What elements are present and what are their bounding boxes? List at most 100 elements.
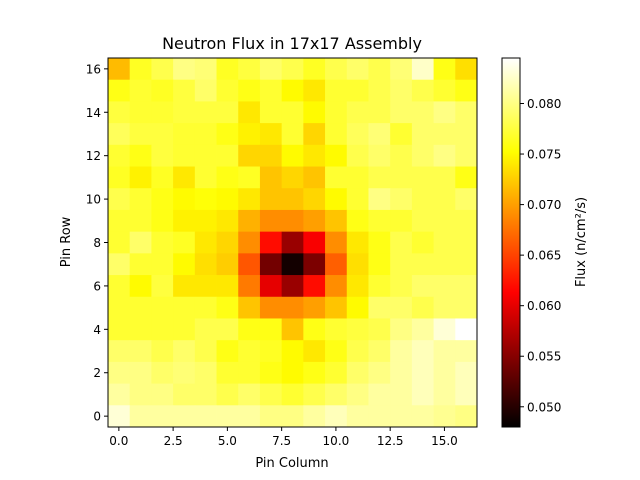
heatmap-cell bbox=[455, 253, 478, 276]
heatmap-cell bbox=[151, 123, 174, 146]
heatmap-cell bbox=[368, 79, 391, 102]
heatmap-cell bbox=[259, 340, 283, 363]
heatmap-cell bbox=[433, 58, 456, 81]
heatmap-cell bbox=[390, 101, 413, 124]
heatmap-cell bbox=[455, 144, 478, 167]
heatmap-cell bbox=[390, 79, 413, 102]
heatmap-cell bbox=[303, 166, 326, 189]
heatmap-cell bbox=[411, 405, 434, 428]
heatmap-cell bbox=[238, 296, 261, 319]
heatmap-cell bbox=[238, 79, 261, 102]
heatmap-cell bbox=[433, 253, 456, 276]
heatmap-cell bbox=[194, 166, 217, 189]
chart-title: Neutron Flux in 17x17 Assembly bbox=[162, 34, 422, 53]
heatmap-cell bbox=[151, 383, 174, 406]
heatmap-cell bbox=[216, 58, 239, 81]
heatmap-cell bbox=[433, 209, 456, 233]
y-tick-label: 6 bbox=[93, 279, 101, 293]
heatmap-cell bbox=[151, 144, 174, 167]
heatmap-cell bbox=[281, 188, 304, 211]
heatmap-cell bbox=[216, 383, 239, 406]
heatmap-cell bbox=[346, 275, 369, 298]
heatmap-cell bbox=[390, 275, 413, 298]
heatmap-cell bbox=[194, 58, 217, 81]
heatmap-cell bbox=[151, 166, 174, 189]
colorbar-tick-label: 0.050 bbox=[527, 400, 561, 414]
heatmap-cell bbox=[390, 144, 413, 167]
heatmap-cell bbox=[173, 361, 196, 384]
heatmap-cell bbox=[433, 361, 456, 384]
colorbar-tick-label: 0.060 bbox=[527, 299, 561, 313]
heatmap-cell bbox=[129, 144, 152, 167]
heatmap-cell bbox=[194, 144, 217, 167]
heatmap-cell bbox=[281, 361, 304, 384]
heatmap-cell bbox=[346, 340, 369, 363]
heatmap-cell bbox=[325, 296, 348, 319]
heatmap-cell bbox=[346, 188, 369, 211]
heatmap-cell bbox=[346, 318, 369, 341]
heatmap-cell bbox=[238, 275, 261, 298]
heatmap-cell bbox=[194, 296, 217, 319]
heatmap-cell bbox=[411, 383, 434, 406]
heatmap-cell bbox=[238, 166, 261, 189]
heatmap-cell bbox=[194, 340, 217, 363]
heatmap-cell bbox=[151, 361, 174, 384]
heatmap-cell bbox=[151, 340, 174, 363]
heatmap-cell bbox=[194, 275, 217, 298]
heatmap-cell bbox=[411, 79, 434, 102]
heatmap-cell bbox=[151, 101, 174, 124]
heatmap-cell bbox=[129, 101, 152, 124]
x-tick-label: 12.5 bbox=[377, 434, 404, 448]
heatmap-cell bbox=[216, 144, 239, 167]
heatmap-cell bbox=[216, 188, 239, 211]
colorbar-tick-label: 0.065 bbox=[527, 249, 561, 263]
x-tick-label: 0.0 bbox=[109, 434, 128, 448]
heatmap-cell bbox=[108, 166, 131, 189]
heatmap-cell bbox=[433, 101, 456, 124]
y-tick-label: 0 bbox=[93, 410, 101, 424]
heatmap-cell bbox=[433, 79, 456, 102]
heatmap-cell bbox=[129, 383, 152, 406]
heatmap-cell bbox=[151, 275, 174, 298]
heatmap-cell bbox=[216, 340, 239, 363]
y-tick-label: 8 bbox=[93, 236, 101, 250]
heatmap-cell bbox=[455, 318, 478, 341]
heatmap-cell bbox=[368, 123, 391, 146]
y-axis-label: Pin Row bbox=[59, 216, 74, 267]
heatmap-cell bbox=[259, 405, 283, 428]
heatmap-cell bbox=[216, 296, 239, 319]
heatmap-cell bbox=[346, 144, 369, 167]
heatmap-cell bbox=[216, 101, 239, 124]
heatmap-cell bbox=[259, 383, 283, 406]
heatmap-cell bbox=[281, 166, 304, 189]
heatmap-cell bbox=[194, 253, 217, 276]
colorbar-tick-label: 0.075 bbox=[527, 148, 561, 162]
heatmap-cell bbox=[108, 318, 131, 341]
heatmap-cell bbox=[259, 79, 283, 102]
heatmap-cell bbox=[151, 318, 174, 341]
heatmap-cell bbox=[390, 405, 413, 428]
heatmap-cell bbox=[173, 253, 196, 276]
heatmap-cell bbox=[281, 340, 304, 363]
heatmap-cell bbox=[325, 253, 348, 276]
heatmap-cell bbox=[173, 405, 196, 428]
heatmap-cell bbox=[173, 231, 196, 254]
heatmap-cell bbox=[325, 383, 348, 406]
heatmap-cell bbox=[129, 188, 152, 211]
heatmap-cell bbox=[238, 58, 261, 81]
heatmap-cell bbox=[346, 79, 369, 102]
heatmap-cell bbox=[325, 361, 348, 384]
heatmap-cell bbox=[433, 340, 456, 363]
heatmap-cell bbox=[411, 361, 434, 384]
heatmap-cell bbox=[325, 58, 348, 81]
heatmap-cell bbox=[368, 405, 391, 428]
heatmap-cell bbox=[259, 166, 283, 189]
heatmap-cell bbox=[303, 340, 326, 363]
heatmap-cell bbox=[238, 231, 261, 254]
heatmap-cell bbox=[303, 318, 326, 341]
heatmap-cell bbox=[238, 405, 261, 428]
heatmap-cell bbox=[346, 296, 369, 319]
heatmap-cell bbox=[346, 231, 369, 254]
heatmap-cell bbox=[108, 340, 131, 363]
heatmap-cell bbox=[173, 340, 196, 363]
